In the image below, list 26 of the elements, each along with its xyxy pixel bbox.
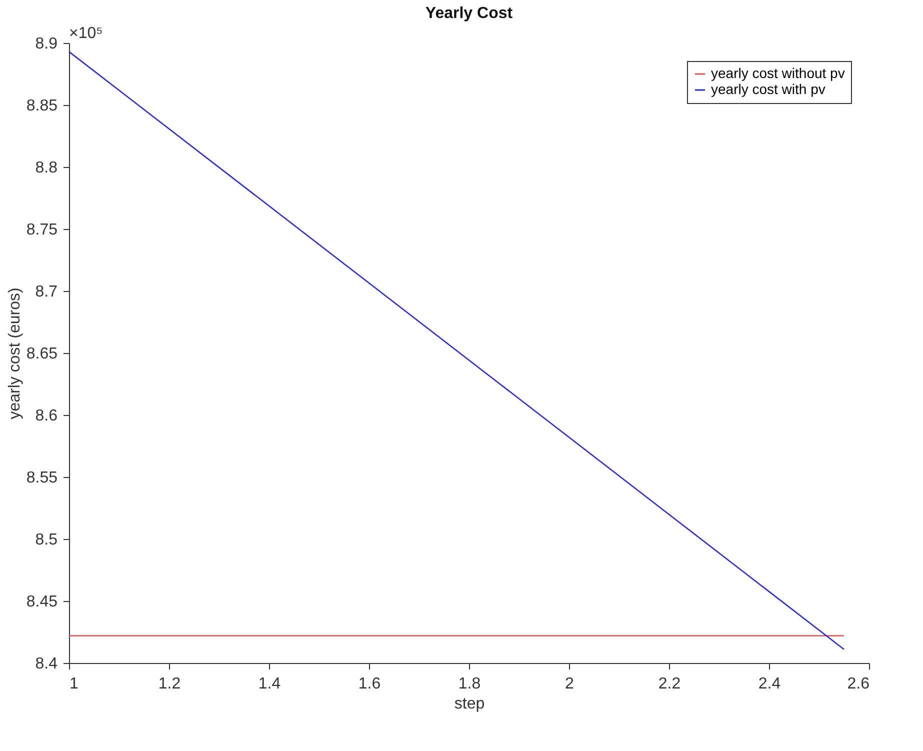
y-tick-label: 8.55 <box>26 470 58 486</box>
y-tick-label: 8.9 <box>35 36 58 52</box>
x-tick-label: 1 <box>70 676 78 692</box>
chart-title: Yearly Cost <box>425 5 514 22</box>
y-tick-label: 8.65 <box>26 346 58 362</box>
x-tick-label: 2 <box>565 676 574 692</box>
x-tick-label: 2.6 <box>847 676 870 692</box>
y-axis-title: yearly cost (euros) <box>6 288 24 420</box>
y-tick-label: 8.6 <box>35 408 58 424</box>
y-tick-label: 8.8 <box>35 160 58 176</box>
x-tick-label: 2.4 <box>758 676 781 692</box>
text: ×10⁵ <box>69 25 103 42</box>
x-tick-label: 2.2 <box>658 676 681 692</box>
x-tick-label: 1.2 <box>158 676 181 692</box>
legend-label: yearly cost without pv <box>711 65 845 81</box>
x-tick-label: 1.8 <box>458 676 481 692</box>
legend-label: yearly cost with pv <box>711 81 826 97</box>
y-tick-label: 8.5 <box>35 532 58 548</box>
y-tick-label: 8.85 <box>26 98 58 114</box>
y-tick-label: 8.4 <box>35 656 58 672</box>
y-tick-label: 8.7 <box>35 284 58 300</box>
y-tick-label: 8.75 <box>26 222 58 238</box>
x-tick-label: 1.4 <box>258 676 281 692</box>
x-tick-label: 1.6 <box>358 676 381 692</box>
x-axis-title: step <box>454 696 485 712</box>
y-tick-label: 8.45 <box>26 594 58 610</box>
